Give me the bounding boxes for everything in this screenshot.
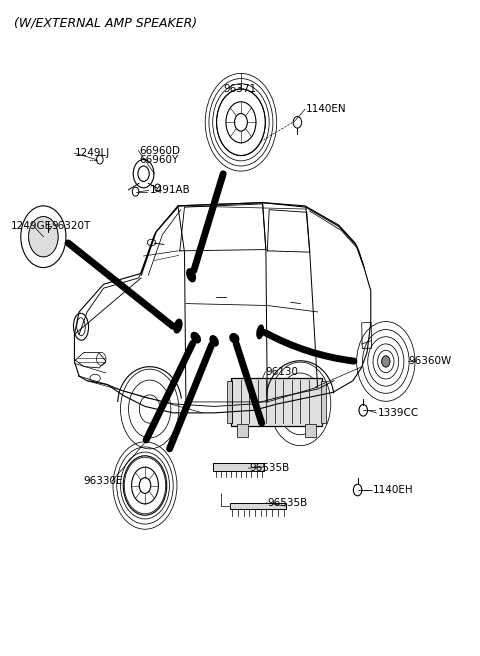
FancyBboxPatch shape [230, 377, 323, 426]
Text: 96371: 96371 [223, 84, 257, 94]
Ellipse shape [256, 325, 264, 339]
Bar [305, 424, 316, 438]
Text: 1140EH: 1140EH [372, 485, 413, 495]
Ellipse shape [191, 332, 201, 344]
Text: 96130: 96130 [266, 367, 299, 377]
Circle shape [382, 356, 390, 367]
Text: 1249GE: 1249GE [11, 222, 51, 232]
Text: 66960Y: 66960Y [139, 155, 178, 165]
Ellipse shape [173, 319, 182, 334]
Text: 96330E: 96330E [84, 476, 123, 486]
Text: 96320T: 96320T [51, 222, 90, 232]
Text: 1249LJ: 1249LJ [74, 148, 109, 158]
Ellipse shape [209, 335, 219, 347]
Text: (W/EXTERNAL AMP SPEAKER): (W/EXTERNAL AMP SPEAKER) [14, 16, 197, 30]
Text: 1339CC: 1339CC [377, 408, 419, 418]
Text: 66960D: 66960D [139, 146, 180, 155]
Bar [227, 380, 231, 422]
Text: 1491AB: 1491AB [150, 186, 191, 195]
Ellipse shape [229, 333, 240, 344]
Bar [229, 503, 286, 509]
Text: 96535B: 96535B [267, 498, 308, 508]
Bar [322, 380, 326, 422]
Text: 1140EN: 1140EN [306, 104, 347, 114]
Bar [213, 463, 264, 471]
Circle shape [29, 216, 58, 256]
Text: 96360W: 96360W [408, 356, 452, 367]
Text: 96535B: 96535B [250, 463, 289, 473]
Ellipse shape [186, 268, 196, 283]
Bar [361, 322, 372, 348]
Bar [237, 424, 248, 438]
